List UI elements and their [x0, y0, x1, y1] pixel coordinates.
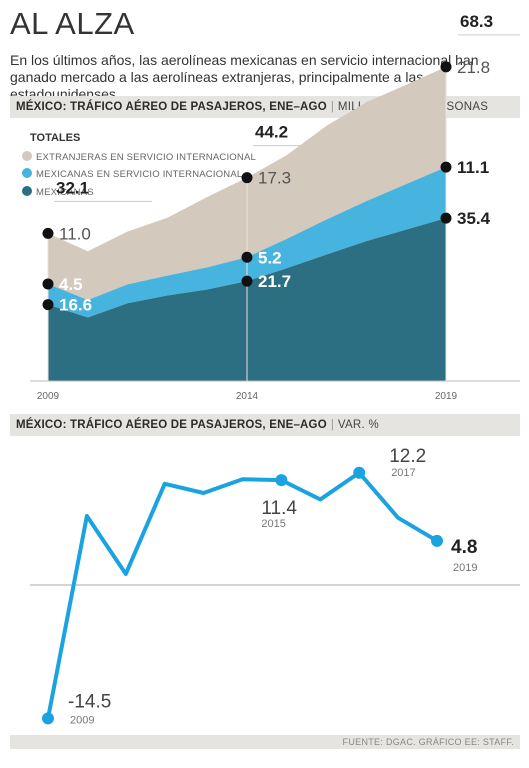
area-chart: TOTALES EXTRANJERAS EN SERVICIO INTERNACI…: [22, 12, 520, 402]
x-tick-2019: 2019: [435, 391, 458, 402]
legend-label-0: EXTRANJERAS EN SERVICIO INTERNACIONAL: [36, 152, 256, 163]
point-value-2009: -14.5: [68, 691, 111, 712]
legend-swatch-2: [22, 186, 32, 196]
value-mex-2019: 35.4: [457, 209, 491, 228]
point-2015: [275, 474, 288, 487]
line-chart-unit: VAR. %: [337, 419, 380, 431]
header-separator: |: [330, 101, 334, 113]
dot-intl-2009: [42, 278, 54, 290]
line-chart-header: MÉXICO: TRÁFICO AÉREO DE PASAJEROS, ENE–…: [10, 414, 520, 436]
point-year-2017: 2017: [391, 467, 415, 479]
dot-ext-2014: [241, 172, 253, 184]
point-2019: [431, 534, 443, 547]
dot-intl-2019: [440, 161, 452, 173]
dot-mex-2009: [42, 299, 54, 311]
value-ext-2009: 11.0: [59, 224, 91, 243]
dot-ext-2009: [42, 227, 54, 239]
legend-title: TOTALES: [30, 132, 80, 144]
total-label-2009: 32.1: [56, 178, 89, 197]
value-ext-2014: 17.3: [258, 169, 291, 188]
point-year-2019: 2019: [453, 562, 477, 574]
dot-intl-2014: [241, 251, 253, 263]
page-title: AL ALZA: [10, 6, 135, 41]
dot-ext-2019: [440, 61, 452, 73]
area-mexicanas-intl: [48, 167, 446, 318]
point-value-2019: 4.8: [451, 537, 477, 558]
legend-swatch-1: [22, 168, 32, 178]
source-footer: FUENTE: DGAC. GRÁFICO EE: STAFF.: [10, 735, 520, 749]
dot-mex-2019: [440, 212, 452, 224]
x-tick-2014: 2014: [236, 391, 259, 402]
value-intl-2014: 5.2: [258, 248, 282, 267]
legend-swatch-0: [22, 151, 32, 161]
header-separator: |: [330, 419, 334, 431]
total-label-2019: 68.3: [460, 12, 493, 31]
page-subtitle: En los últimos años, las aerolíneas mexi…: [10, 52, 479, 102]
legend-label-2: MEXICANAS: [36, 187, 94, 198]
value-mex-2009: 16.6: [59, 296, 92, 315]
value-ext-2019: 21.8: [457, 58, 490, 77]
point-year-2015: 2015: [261, 518, 285, 530]
value-intl-2009: 4.5: [59, 275, 83, 294]
point-2017: [353, 466, 366, 479]
point-year-2009: 2009: [70, 714, 94, 726]
value-intl-2019: 11.1: [457, 158, 489, 177]
area-chart-title: MÉXICO: TRÁFICO AÉREO DE PASAJEROS, ENE–…: [16, 101, 327, 113]
x-tick-2009: 2009: [37, 391, 60, 402]
line-chart-title: MÉXICO: TRÁFICO AÉREO DE PASAJEROS, ENE–…: [16, 419, 327, 431]
dot-mex-2014: [241, 275, 253, 287]
source-note: FUENTE: DGAC. GRÁFICO EE: STAFF.: [342, 737, 514, 747]
point-value-2015: 11.4: [261, 498, 297, 519]
total-label-2014: 44.2: [255, 123, 288, 142]
point-2009: [42, 712, 54, 725]
variation-line: [46, 470, 439, 721]
value-mex-2014: 21.7: [258, 272, 291, 291]
legend-label-1: MEXICANAS EN SERVICIO INTERNACIONAL: [36, 169, 242, 180]
point-value-2017: 12.2: [389, 446, 426, 467]
